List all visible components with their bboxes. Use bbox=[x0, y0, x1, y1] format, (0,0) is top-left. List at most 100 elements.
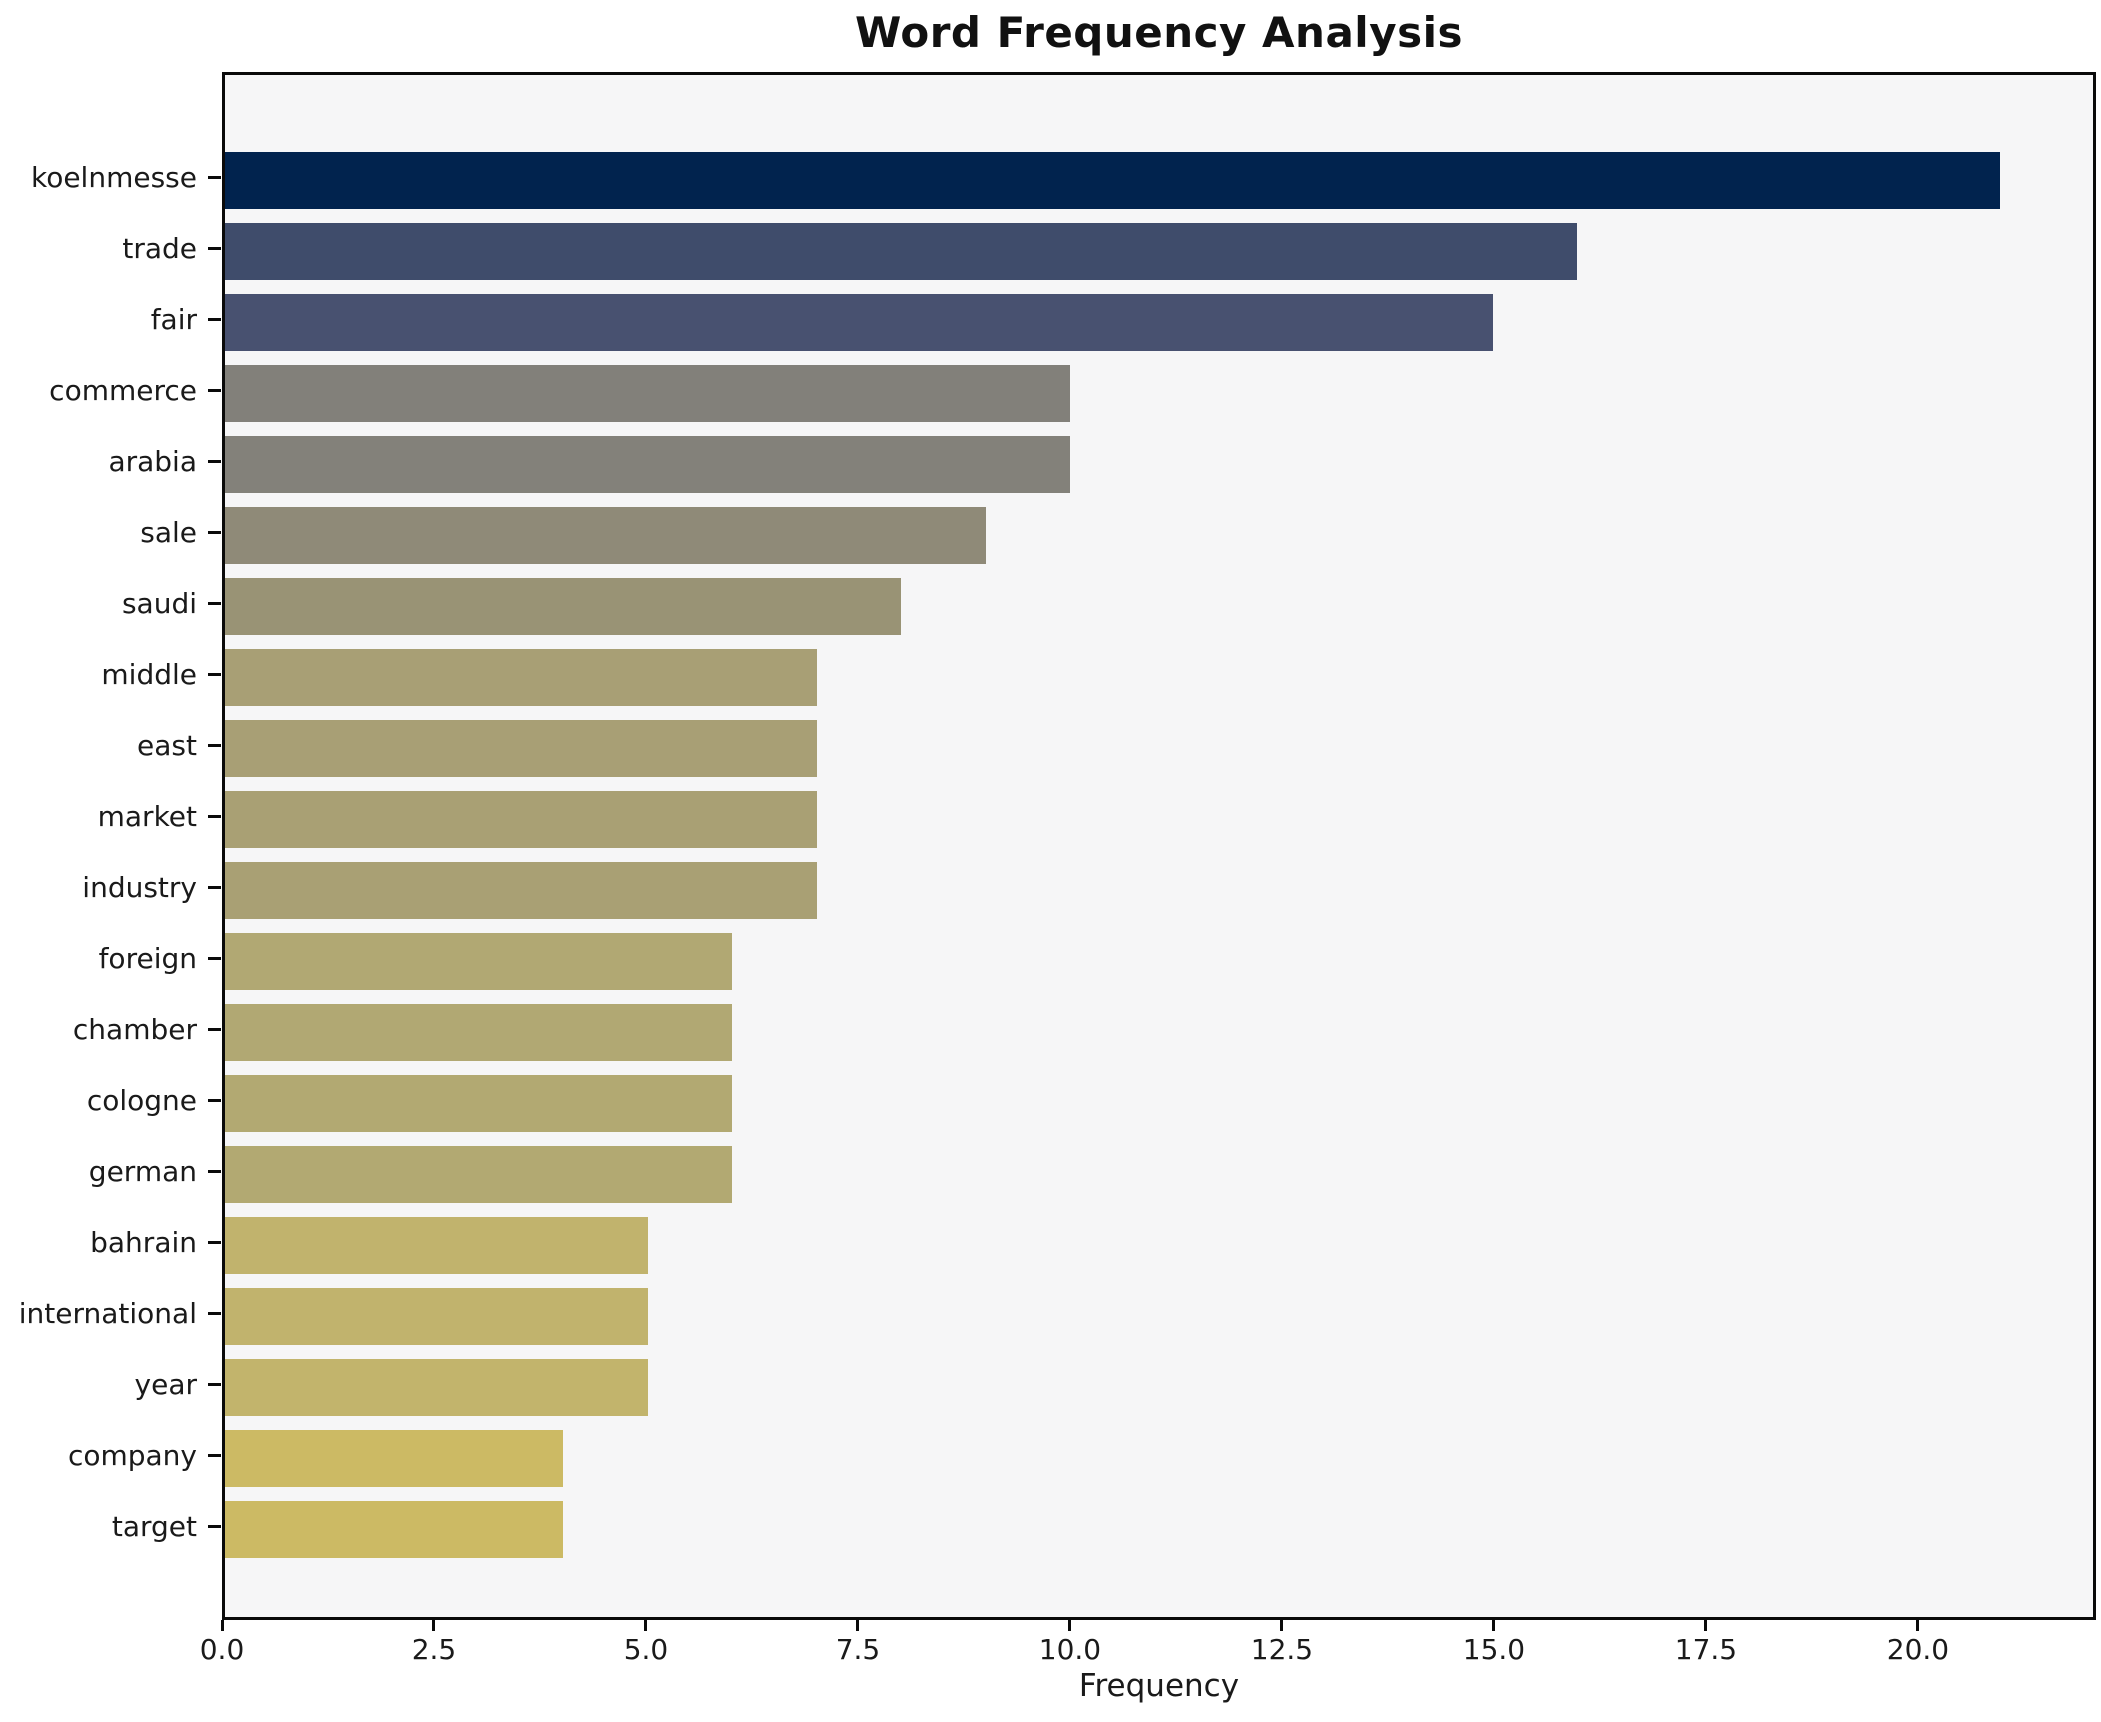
bar-row-east bbox=[225, 713, 2093, 784]
y-tick-label-bahrain: bahrain bbox=[90, 1226, 197, 1259]
y-tick-label-company: company bbox=[67, 1439, 197, 1472]
bar-chamber bbox=[225, 1004, 733, 1061]
x-tick-mark bbox=[1068, 1620, 1072, 1631]
y-tick-label-arabia: arabia bbox=[108, 445, 197, 478]
bar-foreign bbox=[225, 933, 733, 990]
x-tick-mark bbox=[644, 1620, 648, 1631]
y-tick-label-industry: industry bbox=[82, 871, 197, 904]
y-tick-mark bbox=[208, 531, 221, 534]
y-tick-label-chamber: chamber bbox=[72, 1013, 197, 1046]
bar-middle bbox=[225, 649, 817, 706]
x-tick-mark bbox=[1704, 1620, 1708, 1631]
bar-row-commerce bbox=[225, 358, 2093, 429]
y-tick-label-koelnmesse: koelnmesse bbox=[30, 161, 197, 194]
y-tick-mark bbox=[208, 460, 221, 463]
plot-area bbox=[222, 72, 2096, 1620]
y-tick-mark bbox=[208, 247, 221, 250]
bar-trade bbox=[225, 223, 1578, 280]
y-tick-label-cologne: cologne bbox=[86, 1084, 197, 1117]
y-tick-mark bbox=[208, 318, 221, 321]
y-tick-label-east: east bbox=[137, 729, 197, 762]
y-tick-label-german: german bbox=[88, 1155, 197, 1188]
bar-target bbox=[225, 1501, 564, 1558]
bar-row-trade bbox=[225, 216, 2093, 287]
x-tick-mark bbox=[1916, 1620, 1920, 1631]
bar-row-target bbox=[225, 1494, 2093, 1565]
x-tick-label-17.5: 17.5 bbox=[1674, 1633, 1738, 1666]
x-tick-label-7.5: 7.5 bbox=[835, 1633, 881, 1666]
x-tick-label-0.0: 0.0 bbox=[199, 1633, 245, 1666]
y-tick-mark bbox=[208, 957, 221, 960]
bar-year bbox=[225, 1359, 648, 1416]
bar-company bbox=[225, 1430, 564, 1487]
x-tick-label-2.5: 2.5 bbox=[411, 1633, 457, 1666]
bar-row-german bbox=[225, 1139, 2093, 1210]
bar-row-year bbox=[225, 1352, 2093, 1423]
y-tick-label-fair: fair bbox=[150, 303, 197, 336]
bar-row-market bbox=[225, 784, 2093, 855]
y-tick-label-market: market bbox=[97, 800, 197, 833]
y-tick-mark bbox=[208, 1241, 221, 1244]
y-tick-label-target: target bbox=[111, 1510, 197, 1543]
y-tick-label-sale: sale bbox=[140, 516, 197, 549]
bar-koelnmesse bbox=[225, 152, 2001, 209]
x-tick-mark bbox=[432, 1620, 436, 1631]
bar-cologne bbox=[225, 1075, 733, 1132]
bar-row-fair bbox=[225, 287, 2093, 358]
bar-row-bahrain bbox=[225, 1210, 2093, 1281]
y-tick-label-middle: middle bbox=[101, 658, 197, 691]
x-tick-mark bbox=[856, 1620, 860, 1631]
y-tick-mark bbox=[208, 815, 221, 818]
y-tick-mark bbox=[208, 602, 221, 605]
y-tick-mark bbox=[208, 1383, 221, 1386]
y-tick-label-international: international bbox=[18, 1297, 197, 1330]
bar-row-international bbox=[225, 1281, 2093, 1352]
bars-container bbox=[225, 75, 2093, 1617]
bar-fair bbox=[225, 294, 1493, 351]
bar-arabia bbox=[225, 436, 1071, 493]
x-tick-label-20.0: 20.0 bbox=[1886, 1633, 1950, 1666]
x-tick-label-10.0: 10.0 bbox=[1038, 1633, 1102, 1666]
bar-market bbox=[225, 791, 817, 848]
bar-row-arabia bbox=[225, 429, 2093, 500]
y-tick-mark bbox=[208, 176, 221, 179]
bar-row-industry bbox=[225, 855, 2093, 926]
x-tick-label-12.5: 12.5 bbox=[1250, 1633, 1314, 1666]
bar-industry bbox=[225, 862, 817, 919]
y-tick-mark bbox=[208, 1170, 221, 1173]
bar-row-chamber bbox=[225, 997, 2093, 1068]
bar-bahrain bbox=[225, 1217, 648, 1274]
y-tick-label-trade: trade bbox=[122, 232, 197, 265]
y-tick-label-year: year bbox=[134, 1368, 197, 1401]
bar-row-saudi bbox=[225, 571, 2093, 642]
bar-commerce bbox=[225, 365, 1071, 422]
bar-row-foreign bbox=[225, 926, 2093, 997]
bar-row-company bbox=[225, 1423, 2093, 1494]
bar-row-middle bbox=[225, 642, 2093, 713]
y-tick-mark bbox=[208, 1099, 221, 1102]
y-tick-mark bbox=[208, 1312, 221, 1315]
chart-title: Word Frequency Analysis bbox=[855, 8, 1463, 57]
y-tick-mark bbox=[208, 1028, 221, 1031]
y-tick-mark bbox=[208, 1454, 221, 1457]
x-tick-mark bbox=[1280, 1620, 1284, 1631]
y-tick-mark bbox=[208, 1525, 221, 1528]
y-tick-mark bbox=[208, 673, 221, 676]
x-tick-mark bbox=[220, 1620, 224, 1631]
bar-row-sale bbox=[225, 500, 2093, 571]
y-tick-label-foreign: foreign bbox=[98, 942, 197, 975]
bar-sale bbox=[225, 507, 986, 564]
y-tick-mark bbox=[208, 389, 221, 392]
x-axis-label: Frequency bbox=[1078, 1668, 1240, 1704]
y-tick-mark bbox=[208, 886, 221, 889]
bar-row-cologne bbox=[225, 1068, 2093, 1139]
bar-row-koelnmesse bbox=[225, 145, 2093, 216]
bar-east bbox=[225, 720, 817, 777]
x-tick-label-15.0: 15.0 bbox=[1462, 1633, 1526, 1666]
x-tick-label-5.0: 5.0 bbox=[623, 1633, 669, 1666]
y-tick-label-commerce: commerce bbox=[49, 374, 197, 407]
x-tick-mark bbox=[1492, 1620, 1496, 1631]
bar-international bbox=[225, 1288, 648, 1345]
bar-saudi bbox=[225, 578, 902, 635]
